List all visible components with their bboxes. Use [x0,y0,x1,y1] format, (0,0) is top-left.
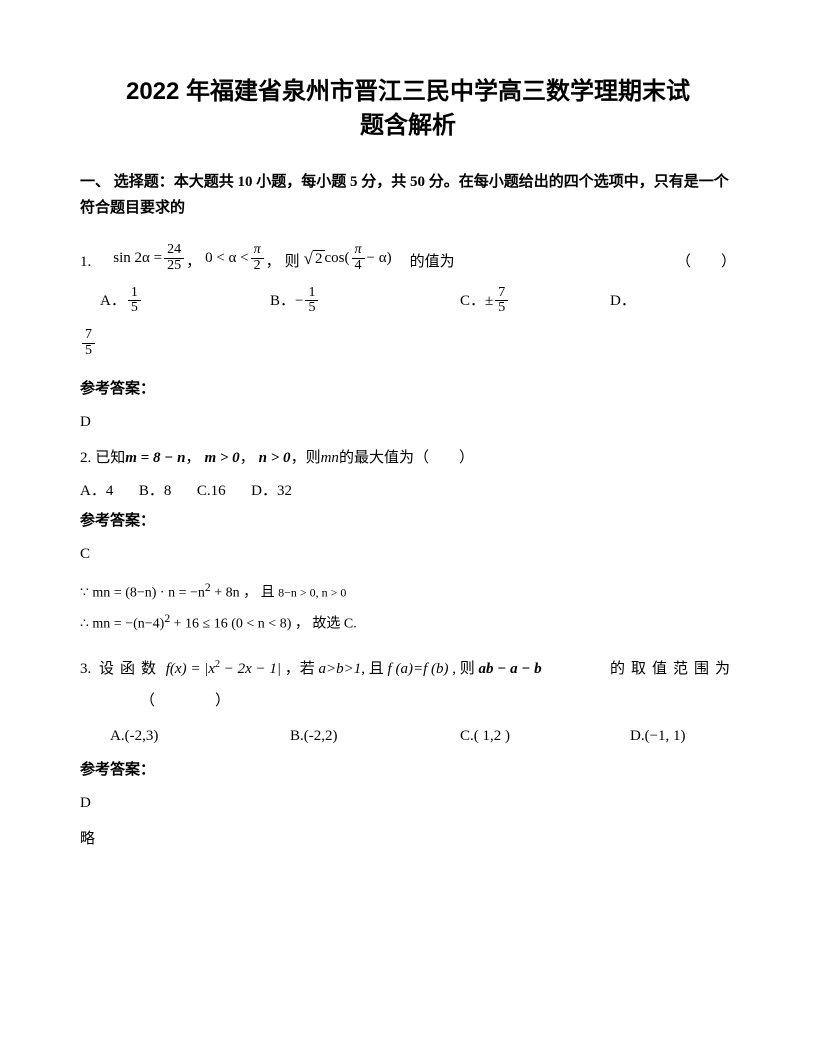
choice-d-value: (−1, 1) [645,725,686,748]
cond-fafb: f (a)=f (b) , [388,661,456,677]
answer-label: 参考答案： [80,759,736,782]
then-label: 则 [306,447,321,470]
frac-pi-4: π 4 [352,243,365,273]
cond-ab: a>b>1, [319,661,366,677]
minus-alpha: − α) [367,247,392,270]
frac-neg-1-5: 1 5 [305,286,318,316]
q2-prefix: 已知 [95,447,125,470]
eq-n-gt-0: n > 0 [259,447,291,470]
value-text: 的值为 [410,251,455,274]
q3-number: 3. [80,661,91,677]
choice-d-label: D． [610,290,636,313]
then-label: 则 [460,661,475,677]
frac-7-5-d: 7 5 [82,328,95,358]
page-title: 2022 年福建省泉州市晋江三民中学高三数学理期末试 题含解析 [80,75,736,142]
exp1-tail: + 8n [211,586,240,601]
range-text: 0 < α < [205,247,249,270]
q1-choices: A． 1 5 B． − 1 5 C． ± 7 5 D． [100,286,736,316]
frac-1-5: 1 5 [128,286,141,316]
question-3: 3. 设函数 f(x) = |x2 − 2x − 1| ，若 a>b>1, 且 … [80,657,736,851]
comma: ， [240,447,255,470]
comma-and: ， 且 [243,586,275,601]
section-header: 一、 选择题：本大题共 10 小题，每小题 5 分，共 50 分。在每小题给出的… [80,170,736,221]
then-label: 则 [285,251,300,274]
exp2-a: mn = −(n−4) [92,617,164,632]
max-value-text: 的最大值为（ ） [339,447,474,470]
comma: ， [291,447,306,470]
choice-d: D. (−1, 1) [630,725,686,748]
q2-answer: C [80,543,736,566]
exp1-text: mn = (8−n) · n = −n [92,586,204,601]
choice-a: A．4 [80,483,113,499]
choice-d-value: 7 5 [80,328,736,358]
cos-label: cos( [325,247,350,270]
exp1-cond: 8−n > 0, n > 0 [278,586,346,600]
q3-answer: D [80,792,736,815]
comma: ， [185,447,200,470]
choice-b-label: B． [270,290,295,313]
q3-prefix: 设函数 [99,661,162,677]
blank-paren-line: （ ） [140,690,736,713]
because-symbol: ∵ [80,586,89,601]
q1-number: 1. [80,251,91,274]
comma-if: ，若 [285,661,315,677]
q2-number: 2. [80,447,91,470]
q2-explanation-2: ∴ mn = −(n−4)2 + 16 ≤ 16 (0 < n < 8) ， 故… [80,610,736,635]
title-line-1: 2022 年福建省泉州市晋江三民中学高三数学理期末试 [80,75,736,109]
q3-choices: A.(-2,3) B.(-2,2) C.( 1,2 ) D. (−1, 1) [110,725,736,748]
eq-m-8-n: m = 8 − n [125,447,185,470]
choice-d: D． [610,286,636,316]
choice-b: B．8 [139,483,172,499]
exp2-b: + 16 ≤ 16 (0 < n < 8) [170,617,291,632]
fx-expr: f(x) = |x2 − 2x − 1| [166,661,285,677]
pm-sign: ± [485,290,493,313]
ab-expr: ab − a − b [479,661,542,677]
choice-c-label: C． [460,290,485,313]
choice-c: C． ± 7 5 [460,286,610,316]
neg-sign: − [295,290,303,313]
q1-sin-expr: sin 2α = 24 25 [113,243,186,273]
sin-label: sin 2α = [113,247,162,270]
choice-b: B.(-2,2) [290,725,460,748]
q1-answer: D [80,411,736,434]
comma: ， [266,251,281,274]
frac-7-5: 7 5 [495,286,508,316]
and-label: 且 [369,661,384,677]
choice-c: C.( 1,2 ) [460,725,630,748]
choice-b: B． − 1 5 [270,286,460,316]
therefore-symbol: ∴ [80,617,89,632]
mn-label: mn [321,447,339,470]
question-2: 2. 已知 m = 8 − n ， m > 0 ， n > 0 ， 则 mn 的… [80,447,736,634]
therefore-c: ， 故选 C. [295,617,357,632]
choice-d: D．32 [251,483,292,499]
choice-a: A． 1 5 [100,286,270,316]
answer-label: 参考答案： [80,378,736,401]
choice-a-label: A． [100,290,126,313]
sqrt-icon: √ 2 [304,250,325,268]
blank-paren: （ ） [140,693,230,709]
choice-d-label: D. [630,725,645,748]
frac-pi-2: π 2 [251,243,264,273]
eq-m-gt-0: m > 0 [204,447,239,470]
question-1: 1. sin 2α = 24 25 ， 0 < α < π 2 ， 则 √ 2 [80,243,736,433]
title-line-2: 题含解析 [80,109,736,143]
q2-explanation-1: ∵ mn = (8−n) · n = −n2 + 8n ， 且 8−n > 0,… [80,579,736,604]
frac-24-25: 24 25 [164,243,184,273]
range-text: 的取值范围为 [610,658,736,681]
comma: ， [186,251,201,274]
q1-cos-expr: √ 2 cos( π 4 − α) [304,243,392,273]
choice-a: A.(-2,3) [110,725,290,748]
answer-label: 参考答案： [80,510,736,533]
blank-paren: （ ） [676,251,736,274]
choice-c: C.16 [197,483,226,499]
q2-choices: A．4 B．8 C.16 D．32 [80,480,736,503]
omit-label: 略 [80,828,736,851]
q1-range: 0 < α < π 2 [205,243,266,273]
